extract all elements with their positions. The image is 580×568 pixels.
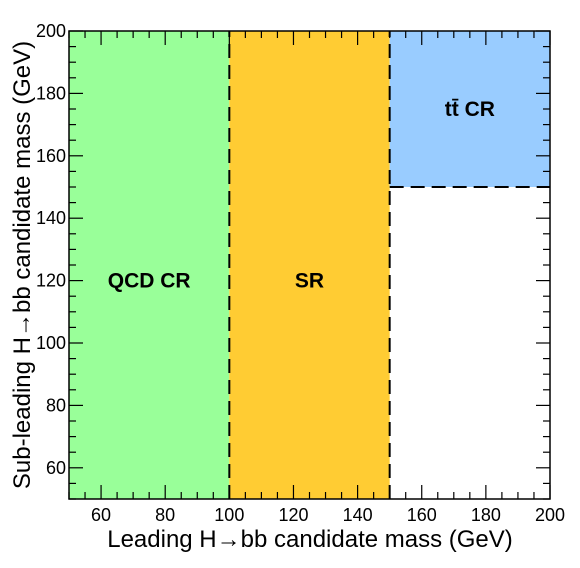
y-tick-label: 60 — [46, 458, 66, 478]
region-qcd-cr — [69, 31, 230, 499]
x-tick-label: 200 — [535, 505, 565, 525]
x-tick-label: 100 — [214, 505, 244, 525]
ticks-layer — [68, 30, 551, 500]
region-label-qcd-cr: QCD CR — [108, 270, 191, 293]
y-tick-label: 80 — [46, 395, 66, 415]
y-tick-label: 140 — [36, 208, 66, 228]
y-axis-title: Sub-leading H→bb candidate mass (GeV) — [9, 41, 36, 489]
region-label-sr: SR — [295, 270, 324, 293]
y-tick-label: 160 — [36, 146, 66, 166]
region-labels-layer: QCD CR SR tt̄ CR — [108, 98, 495, 293]
x-tick-label: 140 — [343, 505, 373, 525]
x-tick-label: 60 — [91, 505, 111, 525]
boundaries-layer — [228, 31, 550, 499]
y-tick-label: 200 — [36, 21, 66, 41]
x-axis-title: Leading H→bb candidate mass (GeV) — [107, 526, 513, 553]
x-tick-label: 120 — [278, 505, 308, 525]
y-tick-label: 120 — [36, 271, 66, 291]
x-tick-label: 80 — [155, 505, 175, 525]
region-label-ttbar-cr: tt̄ CR — [445, 98, 495, 121]
x-tick-label: 180 — [471, 505, 501, 525]
regions-layer — [69, 31, 550, 499]
tick-labels-layer: 60 80 100 120 140 160 180 200 60 80 100 120 140 160 18… — [36, 21, 565, 525]
region-ttbar-cr — [389, 31, 550, 187]
y-tick-label: 180 — [36, 83, 66, 103]
region-sr — [229, 31, 390, 499]
x-tick-label: 160 — [407, 505, 437, 525]
y-tick-label: 100 — [36, 333, 66, 353]
